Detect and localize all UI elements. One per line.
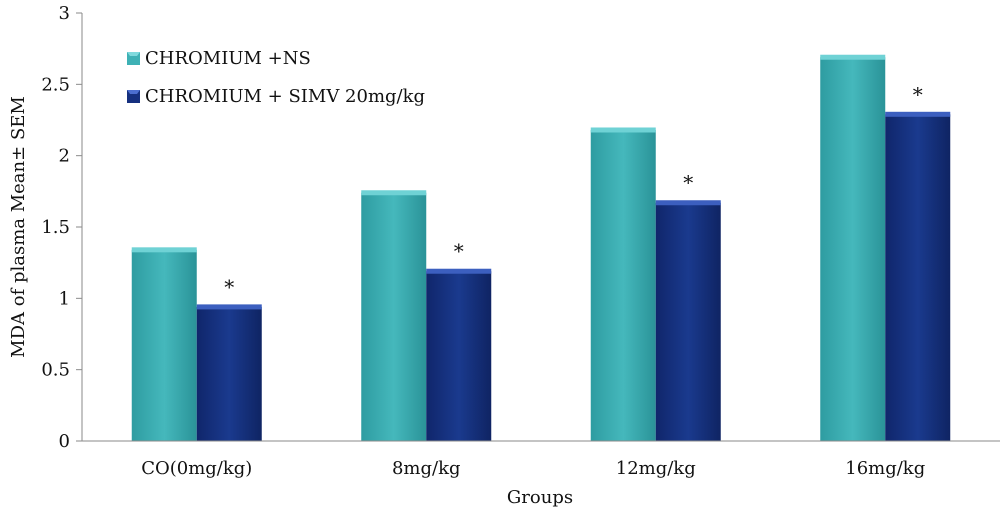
bar-cap — [590, 127, 656, 133]
y-tick-label: 3 — [59, 3, 70, 24]
legend-label: CHROMIUM + SIMV 20mg/kg — [145, 86, 425, 107]
significance-marker: * — [913, 82, 923, 106]
bar-cap — [361, 190, 427, 196]
legend-swatch-cap — [127, 90, 140, 94]
axes — [81, 13, 1000, 442]
bar — [196, 306, 262, 441]
bar — [655, 202, 721, 441]
bar-cap — [131, 247, 197, 253]
bar-cap — [426, 268, 492, 274]
y-axis-title: MDA of plasma Mean± SEM — [8, 96, 29, 358]
bar-cap — [885, 111, 951, 117]
bar — [820, 57, 886, 442]
legend-swatch-cap — [127, 52, 140, 56]
significance-marker: * — [683, 171, 693, 195]
y-tick-label: 0 — [59, 431, 70, 452]
x-tick-label: 8mg/kg — [392, 458, 461, 479]
legend: CHROMIUM +NS CHROMIUM + SIMV 20mg/kg — [127, 48, 425, 107]
y-axis-ticks: 0 0.5 1 1.5 2 2.5 3 — [41, 3, 82, 452]
y-tick-label: 0.5 — [41, 360, 70, 381]
x-tick-label: CO(0mg/kg) — [141, 458, 252, 479]
bar — [131, 249, 197, 441]
bar — [361, 192, 427, 441]
bar — [590, 129, 656, 441]
significance-marker: * — [454, 239, 464, 263]
bars-layer — [131, 54, 951, 442]
x-axis-categories: CO(0mg/kg) 8mg/kg 12mg/kg 16mg/kg — [141, 458, 925, 479]
significance-marker: * — [224, 275, 234, 299]
bar — [885, 114, 951, 441]
y-tick-label: 1.5 — [41, 217, 70, 238]
x-tick-label: 16mg/kg — [845, 458, 925, 479]
legend-label: CHROMIUM +NS — [145, 48, 311, 69]
bar-cap — [820, 54, 886, 60]
y-tick-label: 2.5 — [41, 74, 70, 95]
bar-cap — [655, 200, 721, 206]
x-tick-label: 12mg/kg — [616, 458, 696, 479]
y-tick-label: 1 — [59, 288, 70, 309]
bar-cap — [196, 304, 262, 310]
y-tick-label: 2 — [59, 146, 70, 167]
bar — [426, 271, 492, 441]
significance-markers: * * * * — [224, 82, 923, 299]
x-axis-title: Groups — [507, 487, 573, 508]
